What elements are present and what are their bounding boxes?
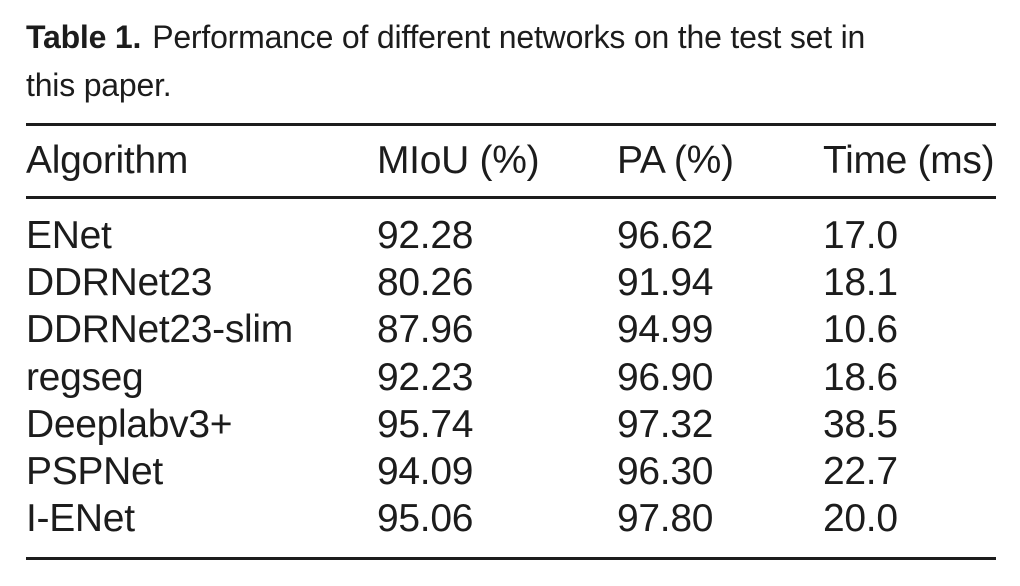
cell-miou: 94.09 [377, 450, 474, 494]
caption-line-2: this paper. [26, 61, 1001, 109]
table-top-rule [26, 123, 996, 126]
caption-text-line-1: Performance of different networks on the… [152, 19, 866, 55]
table-row: DDRNet23-slim 87.96 94.99 10.6 [0, 307, 1020, 354]
caption-table-number: Table 1. [26, 19, 142, 55]
cell-algorithm: DDRNet23 [26, 260, 213, 304]
table-row: ENet 92.28 96.62 17.0 [0, 212, 1020, 259]
column-header-algorithm: Algorithm [26, 139, 189, 182]
cell-time: 18.6 [823, 355, 898, 399]
cell-time: 18.1 [823, 260, 898, 304]
column-header-time: Time (ms) [823, 139, 995, 182]
cell-time: 17.0 [823, 213, 898, 257]
cell-miou: 95.06 [377, 497, 474, 541]
table-body: ENet 92.28 96.62 17.0 DDRNet23 80.26 91.… [0, 212, 1020, 543]
table-row: DDRNet23 80.26 91.94 18.1 [0, 259, 1020, 306]
table-caption: Table 1. Performance of different network… [26, 13, 1001, 109]
cell-miou: 87.96 [377, 308, 474, 352]
cell-pa: 97.80 [617, 497, 714, 541]
cell-miou: 95.74 [377, 402, 474, 446]
table-row: regseg 92.23 96.90 18.6 [0, 354, 1020, 401]
caption-line-1: Table 1. Performance of different network… [26, 13, 1001, 61]
column-header-miou: MIoU (%) [377, 139, 540, 182]
table-row: PSPNet 94.09 96.30 22.7 [0, 448, 1020, 495]
column-header-pa: PA (%) [617, 139, 734, 182]
cell-time: 38.5 [823, 402, 898, 446]
cell-pa: 96.90 [617, 355, 714, 399]
cell-pa: 96.30 [617, 450, 714, 494]
cell-pa: 97.32 [617, 402, 714, 446]
cell-miou: 92.23 [377, 355, 474, 399]
table-header-row: Algorithm MIoU (%) PA (%) Time (ms) [0, 126, 1020, 196]
cell-time: 10.6 [823, 308, 898, 352]
cell-time: 20.0 [823, 497, 898, 541]
cell-algorithm: I-ENet [26, 497, 135, 541]
table-bottom-rule [26, 557, 996, 560]
cell-pa: 91.94 [617, 260, 714, 304]
table-row: I-ENet 95.06 97.80 20.0 [0, 496, 1020, 543]
cell-time: 22.7 [823, 450, 898, 494]
table-row: Deeplabv3+ 95.74 97.32 38.5 [0, 401, 1020, 448]
cell-pa: 96.62 [617, 213, 714, 257]
cell-pa: 94.99 [617, 308, 714, 352]
cell-algorithm: DDRNet23-slim [26, 308, 293, 352]
cell-algorithm: PSPNet [26, 450, 163, 494]
cell-algorithm: regseg [26, 355, 144, 399]
cell-miou: 92.28 [377, 213, 474, 257]
table-header-rule [26, 196, 996, 199]
cell-algorithm: Deeplabv3+ [26, 402, 233, 446]
cell-algorithm: ENet [26, 213, 112, 257]
cell-miou: 80.26 [377, 260, 474, 304]
table-header: Algorithm MIoU (%) PA (%) Time (ms) [0, 126, 1020, 196]
caption-text-line-2: this paper. [26, 67, 172, 103]
